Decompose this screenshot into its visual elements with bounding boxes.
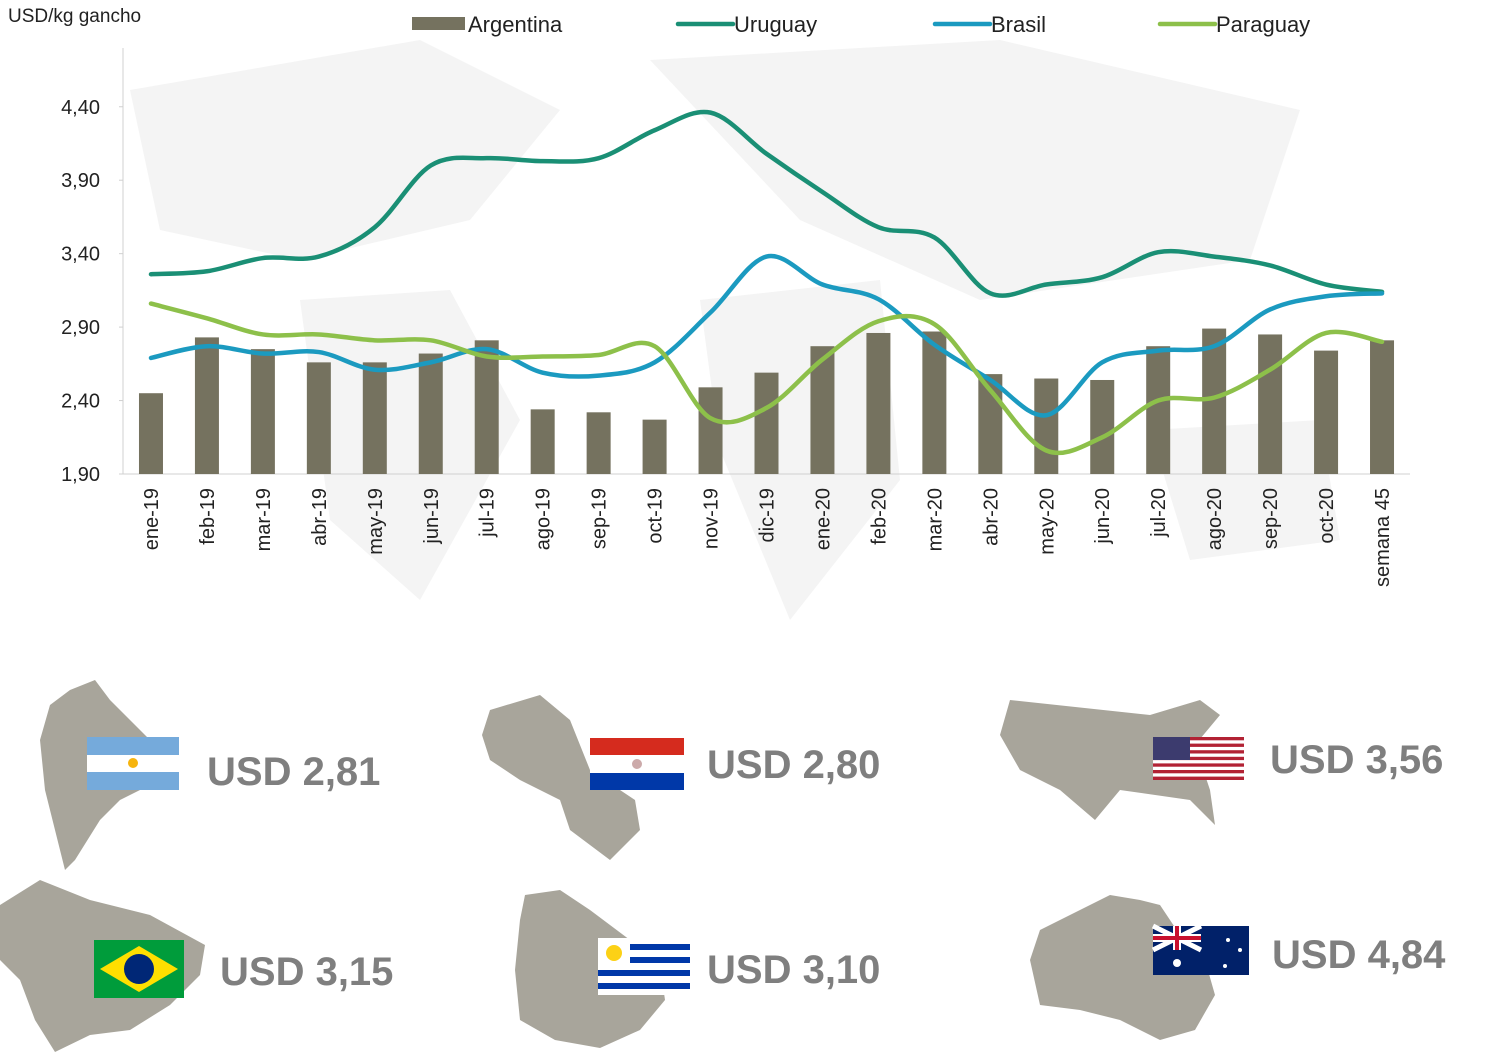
x-tick-label: dic-19 [757,488,779,542]
x-tick-label: ago-19 [533,488,555,550]
bar [1146,346,1171,474]
x-tick-label: ago-20 [1204,488,1226,550]
x-tick-label: mar-20 [924,488,946,551]
x-tick-label: jul-19 [477,488,499,538]
y-tick-label: 4,40 [61,97,100,119]
bar [642,419,667,474]
legend-label: Paraguay [1216,12,1310,37]
bar [362,362,387,474]
bar [306,362,331,474]
bar [1370,340,1395,474]
x-tick-label: feb-20 [868,488,890,545]
x-tick-label: jun-19 [421,488,443,545]
bars [138,328,1395,474]
bar [418,353,443,474]
y-tick-label: 3,40 [61,244,100,266]
y-axis-label: USD/kg gancho [8,6,141,27]
x-tick-label: ene-19 [141,488,163,550]
bar [530,409,555,474]
x-tick-label: feb-19 [197,488,219,545]
x-tick-label: jul-20 [1148,488,1170,538]
bar [586,412,611,474]
price-label: USD 4,84 [1272,933,1446,977]
x-tick-label: semana 45 [1372,488,1394,587]
line [148,253,1385,418]
x-tick-label: ene-20 [812,488,834,550]
legend-label: Uruguay [734,12,817,37]
bar [866,332,891,474]
world-map-background [130,40,1340,620]
x-tick-label: may-19 [365,488,387,555]
y-tick-label: 2,40 [61,391,100,413]
bar [250,349,275,474]
bar [1258,334,1283,474]
legend-label: Brasil [991,12,1046,37]
x-tick-label: abr-19 [309,488,331,546]
lines [148,109,1385,456]
x-tick-label: oct-20 [1316,488,1338,544]
bar [1202,328,1227,474]
y-tick-label: 2,90 [61,317,100,339]
price-label: USD 3,56 [1270,738,1443,782]
x-tick-label: mar-19 [253,488,275,551]
bar [698,387,723,474]
x-tick-label: sep-20 [1260,488,1282,549]
line [148,301,1385,456]
price-label: USD 2,80 [707,743,880,787]
bar [1034,378,1059,474]
x-tick-label: may-20 [1036,488,1058,555]
bar [1314,350,1339,474]
legend-swatch [412,17,465,30]
line [148,109,1385,298]
flags [87,737,1249,998]
bar [138,393,163,474]
x-tick-label: nov-19 [701,488,723,549]
bar [922,331,947,474]
y-tick-label: 1,90 [61,464,100,486]
bar [474,340,499,474]
price-label: USD 2,81 [207,750,380,794]
bar [754,372,779,474]
x-tick-label: sep-19 [589,488,611,549]
x-tick-label: abr-20 [980,488,1002,546]
x-tick-label: oct-19 [645,488,667,544]
legend-label: Argentina [468,12,563,37]
price-label: USD 3,10 [707,948,880,992]
price-label: USD 3,15 [220,950,393,994]
bar [1090,379,1115,474]
bar [194,337,219,474]
x-tick-label: jun-20 [1092,488,1114,545]
y-tick-label: 3,90 [61,170,100,192]
